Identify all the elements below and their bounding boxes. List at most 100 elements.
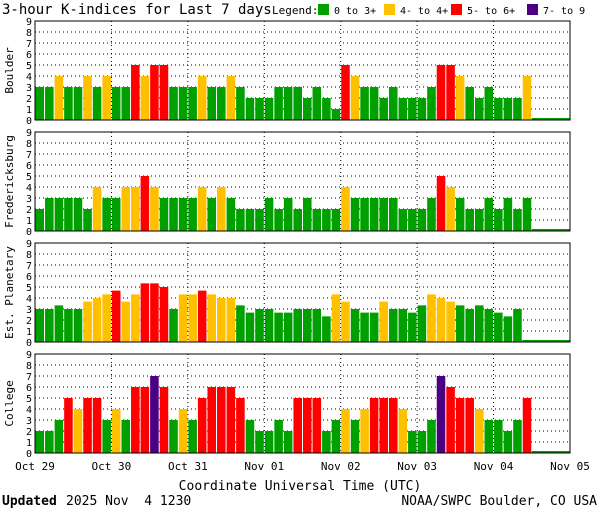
bar <box>436 376 446 453</box>
bar <box>436 176 446 231</box>
bar <box>427 198 436 231</box>
bar <box>255 98 264 120</box>
bar <box>408 431 417 453</box>
bar <box>73 198 83 231</box>
legend-label-item: 0 to 3+ <box>334 6 376 17</box>
y-tick-label: 2 <box>26 205 32 216</box>
y-tick-label: 3 <box>26 416 32 427</box>
bar <box>245 420 255 453</box>
bar <box>283 312 293 342</box>
y-tick-label: 0 <box>26 116 32 127</box>
panel-label: Est. Planetary <box>3 246 16 339</box>
bar <box>188 198 197 231</box>
y-tick-label: 0 <box>26 449 32 460</box>
bar <box>446 301 455 342</box>
bar <box>513 209 522 231</box>
bar <box>303 398 312 453</box>
bar <box>255 309 264 342</box>
panel-label: Fredericksburg <box>3 135 16 228</box>
bar <box>331 420 341 453</box>
bar <box>293 398 302 453</box>
bar <box>465 209 474 231</box>
bar-placeholder <box>541 229 551 231</box>
panel-frame <box>34 353 571 454</box>
bar <box>83 209 92 231</box>
legend-label: Legend: <box>272 4 318 17</box>
bar <box>83 301 92 342</box>
y-tick-label: 3 <box>26 83 32 94</box>
bar <box>522 76 532 120</box>
y-tick-label: 2 <box>26 316 32 327</box>
y-tick-label: 2 <box>26 94 32 105</box>
bar <box>140 387 150 453</box>
chart-title: 3-hour K-indices for Last 7 days <box>2 2 272 18</box>
panel-frame <box>34 20 571 121</box>
y-tick-label: 1 <box>26 327 32 338</box>
bar <box>465 398 474 453</box>
bar <box>35 309 45 342</box>
bar <box>188 420 197 453</box>
bar <box>484 420 494 453</box>
bar <box>388 398 398 453</box>
bar <box>322 209 331 231</box>
bar <box>64 198 73 231</box>
bar <box>455 198 465 231</box>
bar <box>398 409 408 453</box>
y-tick-label: 3 <box>26 194 32 205</box>
bar <box>322 431 331 453</box>
bar <box>159 198 169 231</box>
bar <box>312 398 322 453</box>
bar <box>150 283 159 342</box>
y-tick-label: 7 <box>26 261 32 272</box>
panel-label: College <box>3 380 16 426</box>
bar <box>341 409 350 453</box>
bar <box>427 420 436 453</box>
bar <box>226 298 236 342</box>
bar <box>236 87 245 120</box>
bar <box>131 65 140 120</box>
y-tick-label: 3 <box>26 305 32 316</box>
bar <box>236 305 245 342</box>
bar <box>474 305 484 342</box>
bar <box>484 309 494 342</box>
bar <box>360 312 369 342</box>
bar <box>388 198 398 231</box>
bar <box>350 309 360 342</box>
bar <box>303 198 312 231</box>
y-tick-label: 6 <box>26 50 32 61</box>
bar-placeholder <box>531 451 542 453</box>
y-tick-label: 4 <box>26 72 32 83</box>
bar <box>54 76 64 120</box>
bar <box>169 198 178 231</box>
bar <box>484 87 494 120</box>
bar <box>341 301 350 342</box>
bar-placeholder <box>560 118 570 120</box>
bar <box>159 387 169 453</box>
bar <box>217 387 226 453</box>
panel-frame <box>34 242 571 343</box>
x-tick-label: Nov 05 <box>550 460 590 473</box>
bar <box>417 98 427 120</box>
bar-placeholder <box>560 229 570 231</box>
bar <box>169 309 178 342</box>
bar <box>45 309 54 342</box>
bar <box>465 87 474 120</box>
bar <box>207 87 217 120</box>
bar <box>207 198 217 231</box>
bar <box>331 294 341 342</box>
y-tick-label: 9 <box>26 350 32 361</box>
y-tick-label: 4 <box>26 405 32 416</box>
bar <box>436 65 446 120</box>
bar <box>150 65 159 120</box>
x-axis-ticks: Oct 29 Oct 30 Oct 31 Nov 01 Nov 02 Nov 03 Nov … <box>15 460 590 473</box>
bar <box>45 431 54 453</box>
bar <box>436 298 446 342</box>
bar <box>398 98 408 120</box>
bar <box>92 398 102 453</box>
bar <box>102 420 111 453</box>
bar <box>64 87 73 120</box>
bar <box>121 87 131 120</box>
bar-placeholder <box>541 340 551 342</box>
bar <box>111 409 121 453</box>
